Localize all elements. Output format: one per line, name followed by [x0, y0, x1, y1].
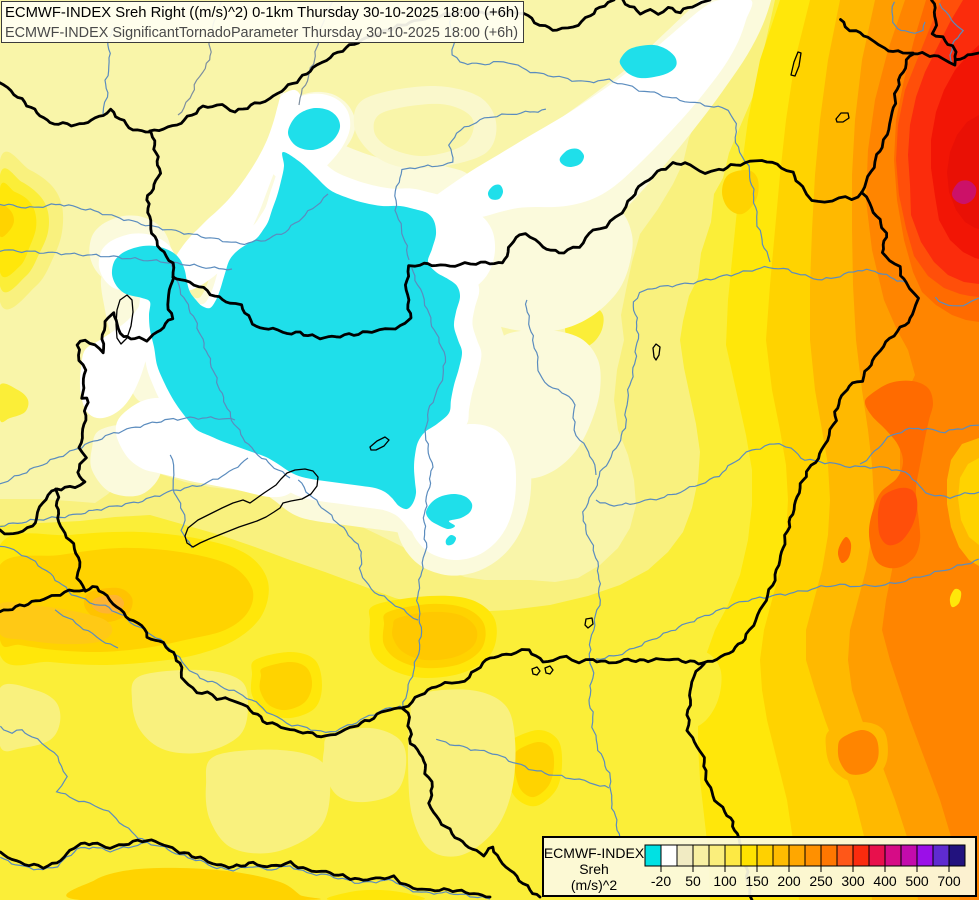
- svg-text:ECMWF-INDEX Sreh Right ((m/s)^: ECMWF-INDEX Sreh Right ((m/s)^2) 0-1km T…: [5, 4, 519, 21]
- svg-text:200: 200: [777, 873, 801, 889]
- svg-text:Sreh: Sreh: [579, 861, 609, 877]
- svg-text:250: 250: [809, 873, 833, 889]
- svg-text:300: 300: [841, 873, 865, 889]
- svg-text:400: 400: [873, 873, 897, 889]
- svg-text:ECMWF-INDEX: ECMWF-INDEX: [544, 845, 645, 861]
- svg-text:ECMWF-INDEX SignificantTornado: ECMWF-INDEX SignificantTornadoParameter …: [5, 24, 518, 41]
- svg-text:500: 500: [905, 873, 929, 889]
- svg-text:700: 700: [937, 873, 961, 889]
- svg-text:150: 150: [745, 873, 769, 889]
- svg-text:50: 50: [685, 873, 701, 889]
- svg-text:100: 100: [713, 873, 737, 889]
- svg-text:(m/s)^2: (m/s)^2: [571, 877, 617, 893]
- svg-text:-20: -20: [651, 873, 671, 889]
